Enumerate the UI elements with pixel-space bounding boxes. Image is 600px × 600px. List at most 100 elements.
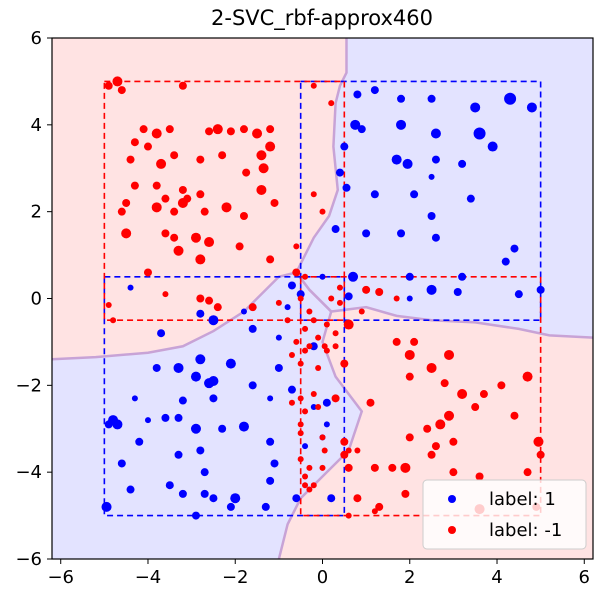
point-label-neg1-36	[151, 202, 162, 213]
point-label-1-4	[470, 102, 481, 113]
point-label-neg1-19	[218, 151, 227, 160]
point-label-1-74	[218, 424, 227, 433]
point-label-1-87	[165, 481, 174, 490]
point-label-neg1-67	[343, 319, 354, 330]
point-label-neg1-21	[265, 141, 276, 152]
point-label-1-94	[261, 502, 270, 511]
point-label-1-21	[370, 190, 379, 199]
point-label-1-10	[430, 128, 441, 139]
point-label-neg1-129	[297, 421, 304, 428]
point-label-neg1-53	[293, 243, 300, 250]
x-tick-label-3: 0	[317, 567, 328, 588]
point-label-neg1-78	[426, 362, 437, 373]
legend-marker-label-neg1	[448, 526, 456, 534]
point-label-neg1-123	[297, 430, 304, 437]
point-label-neg1-47	[190, 232, 201, 243]
point-label-neg1-20	[256, 150, 267, 161]
point-label-neg1-6	[139, 125, 148, 134]
point-label-1-78	[323, 421, 330, 428]
point-label-neg1-127	[297, 456, 304, 463]
point-label-neg1-11	[226, 127, 235, 136]
point-label-1-62	[144, 417, 151, 424]
point-label-1-56	[190, 371, 201, 382]
point-label-neg1-102	[370, 463, 379, 472]
point-label-1-28	[431, 233, 440, 242]
point-label-neg1-131	[315, 364, 322, 371]
point-label-neg1-5	[328, 100, 335, 107]
y-tick-label-1: −4	[15, 462, 42, 483]
point-label-neg1-71	[336, 284, 343, 291]
point-label-neg1-139	[328, 295, 335, 302]
point-label-neg1-9	[205, 127, 214, 136]
point-label-neg1-99	[533, 436, 544, 447]
legend: label: 1 label: -1	[422, 479, 587, 550]
point-label-neg1-24	[156, 158, 167, 169]
point-label-neg1-82	[471, 403, 480, 412]
point-label-1-59	[204, 378, 215, 389]
point-label-1-7	[350, 119, 361, 130]
point-label-1-38	[406, 295, 413, 302]
point-label-neg1-96	[354, 447, 361, 454]
point-label-neg1-130	[302, 408, 309, 415]
point-label-1-73	[190, 423, 201, 434]
point-label-neg1-61	[248, 303, 257, 312]
point-label-1-65	[267, 395, 274, 402]
point-label-neg1-122	[319, 434, 326, 441]
point-label-neg1-62	[275, 299, 282, 306]
point-label-1-26	[362, 229, 371, 238]
point-label-1-43	[284, 304, 291, 311]
point-label-1-12	[487, 141, 498, 152]
point-label-neg1-88	[435, 419, 446, 430]
point-label-neg1-59	[205, 296, 214, 305]
point-label-1-23	[466, 194, 475, 203]
point-label-neg1-43	[319, 208, 326, 215]
point-label-1-89	[126, 485, 135, 494]
point-label-neg1-63	[297, 295, 304, 302]
point-label-neg1-12	[239, 125, 248, 134]
point-label-neg1-95	[345, 447, 352, 454]
point-label-neg1-17	[170, 151, 179, 160]
point-label-neg1-48	[173, 245, 184, 256]
point-label-neg1-111	[353, 494, 362, 503]
point-label-neg1-133	[293, 338, 300, 345]
point-label-neg1-31	[161, 194, 170, 203]
x-tick-label-1: −4	[135, 567, 162, 588]
point-label-1-92	[209, 494, 218, 503]
legend-marker-label-1	[448, 495, 456, 503]
point-label-1-46	[240, 308, 247, 315]
point-label-neg1-3	[178, 81, 187, 90]
point-label-neg1-2	[117, 86, 126, 95]
point-label-neg1-65	[110, 317, 117, 324]
point-label-neg1-16	[143, 142, 152, 151]
point-label-1-29	[510, 244, 519, 253]
point-label-neg1-141	[306, 308, 313, 315]
point-label-neg1-49	[204, 237, 215, 248]
point-label-neg1-135	[306, 343, 313, 350]
point-label-neg1-74	[410, 337, 419, 346]
point-label-neg1-126	[310, 391, 317, 398]
point-label-neg1-1	[112, 76, 123, 87]
point-label-neg1-84	[479, 390, 488, 399]
point-label-neg1-104	[400, 462, 411, 473]
point-label-neg1-52	[266, 255, 275, 264]
point-label-1-8	[357, 125, 366, 134]
point-label-neg1-91	[510, 411, 519, 420]
point-label-1-20	[342, 183, 351, 192]
point-label-neg1-107	[344, 463, 353, 472]
point-label-neg1-42	[310, 191, 317, 198]
point-label-1-47	[208, 315, 219, 326]
point-label-neg1-23	[126, 155, 135, 164]
point-label-neg1-83	[497, 381, 506, 390]
y-tick-label-0: −6	[15, 549, 42, 570]
point-label-neg1-15	[130, 138, 139, 147]
point-label-1-36	[514, 290, 523, 299]
point-label-1-3	[427, 94, 436, 103]
decision-boundary-bottom	[52, 271, 364, 559]
point-label-neg1-124	[297, 360, 304, 367]
point-label-1-71	[174, 413, 183, 422]
point-label-1-81	[196, 446, 205, 455]
point-label-1-45	[196, 309, 205, 318]
point-label-1-24	[427, 212, 436, 221]
point-label-1-60	[209, 394, 218, 403]
